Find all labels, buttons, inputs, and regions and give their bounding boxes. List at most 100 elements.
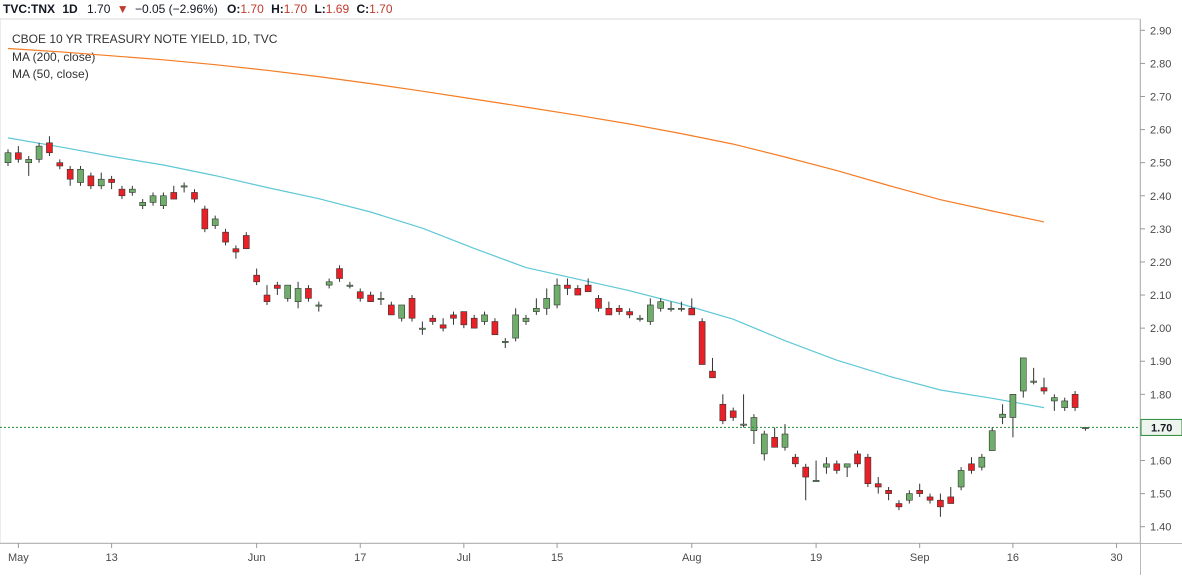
header-interval: 1D: [62, 2, 78, 16]
candle-body: [1030, 380, 1037, 383]
candle-body: [864, 456, 872, 484]
candle: [284, 284, 292, 302]
candle: [1030, 367, 1037, 385]
candle-body: [325, 281, 333, 286]
candle: [823, 457, 830, 474]
candle: [926, 493, 934, 504]
candle-body: [77, 168, 84, 183]
candle: [408, 295, 416, 322]
candle-body: [906, 493, 913, 501]
candle: [305, 285, 312, 302]
candle-body: [253, 274, 260, 283]
candle: [97, 172, 105, 190]
candle: [574, 285, 582, 296]
y-tick-label: 2.00: [1150, 323, 1171, 335]
candle-body: [191, 192, 198, 200]
y-tick-label: 1.60: [1150, 456, 1171, 468]
header-last: 1.70: [87, 2, 111, 16]
candle-body: [688, 307, 696, 316]
candle-body: [740, 423, 747, 426]
header-close-value: 1.70: [369, 2, 393, 16]
candle-body: [564, 284, 571, 289]
header-open-label: O:: [227, 2, 240, 16]
candle: [118, 185, 126, 200]
candle-body: [1040, 387, 1048, 392]
candle-body: [46, 142, 53, 154]
candle-body: [170, 192, 178, 200]
candle-body: [543, 298, 551, 309]
candle-body: [553, 284, 561, 306]
y-tick-label: 2.30: [1150, 224, 1171, 236]
candle-body: [615, 307, 623, 312]
candle-body: [647, 304, 654, 322]
candle: [678, 301, 685, 312]
y-tick-label: 2.70: [1150, 91, 1171, 103]
y-tick-label: 2.90: [1150, 25, 1171, 37]
candle-body: [678, 307, 685, 310]
candle: [553, 278, 561, 309]
candle: [916, 483, 923, 497]
candle-body: [595, 298, 602, 309]
y-tick-label: 2.40: [1150, 191, 1171, 203]
candle: [988, 427, 996, 451]
candle: [211, 215, 219, 229]
candle: [242, 232, 250, 250]
x-tick-label: 13: [105, 552, 117, 564]
candle-body: [978, 456, 986, 468]
x-tick-label: 15: [551, 552, 563, 564]
candle: [222, 228, 229, 246]
x-tick-label: 16: [1007, 552, 1019, 564]
candle: [450, 311, 457, 325]
candle: [25, 156, 33, 176]
candle-body: [802, 466, 810, 478]
candle-body: [242, 235, 250, 250]
candle-body: [1019, 357, 1027, 392]
candle: [294, 281, 302, 309]
candle-body: [522, 317, 530, 322]
candle: [771, 427, 778, 448]
candle: [253, 268, 260, 286]
candle: [906, 490, 913, 504]
candle-body: [874, 483, 882, 488]
candle: [232, 245, 240, 259]
candle: [77, 165, 84, 186]
candle: [957, 467, 965, 491]
candle-body: [792, 456, 799, 465]
down-arrow-icon: ▼: [117, 2, 129, 16]
candle-body: [388, 304, 395, 316]
y-tick-label: 1.90: [1150, 356, 1171, 368]
candle: [1019, 357, 1027, 398]
candle-body: [533, 307, 540, 312]
candle: [170, 185, 178, 200]
y-tick-label: 2.80: [1150, 58, 1171, 70]
svg-text:TVC:TNX 1D 1.70 ▼: TVC:TNX 1D 1.70 ▼ −0.05 (−2.96%) O:1.70 …: [3, 2, 393, 16]
header-high-value: 1.70: [284, 2, 308, 16]
price-axis[interactable]: 1.40 1.50 1.60 1.70 1.80 1.90 2.00 2.10 2.20 2.30…: [1140, 25, 1171, 534]
candle: [1071, 391, 1079, 411]
candle: [864, 453, 872, 487]
candle: [398, 304, 405, 322]
x-tick-label: 17: [354, 552, 366, 564]
candle: [667, 301, 675, 312]
candle: [356, 288, 364, 302]
candle-body: [657, 301, 664, 309]
candle-body: [315, 304, 323, 307]
candle: [740, 394, 747, 428]
header-high-label: H:: [271, 2, 284, 16]
candle: [657, 298, 664, 312]
candle: [160, 192, 167, 210]
candle: [833, 460, 841, 474]
candle-body: [263, 294, 271, 302]
candle: [1040, 377, 1048, 395]
last-price-badge: [1140, 418, 1182, 436]
candle-body: [823, 463, 830, 468]
candle: [978, 453, 986, 471]
candle-body: [1061, 400, 1069, 408]
candle-body: [398, 304, 405, 319]
candle: [315, 301, 323, 312]
legend-ma50: MA (50, close): [12, 67, 89, 81]
candle-body: [895, 503, 903, 508]
candle-body: [377, 298, 385, 300]
time-axis[interactable]: May 13 Jun 17 Jul 15 Aug 19 Sep 16 30: [8, 543, 1123, 564]
